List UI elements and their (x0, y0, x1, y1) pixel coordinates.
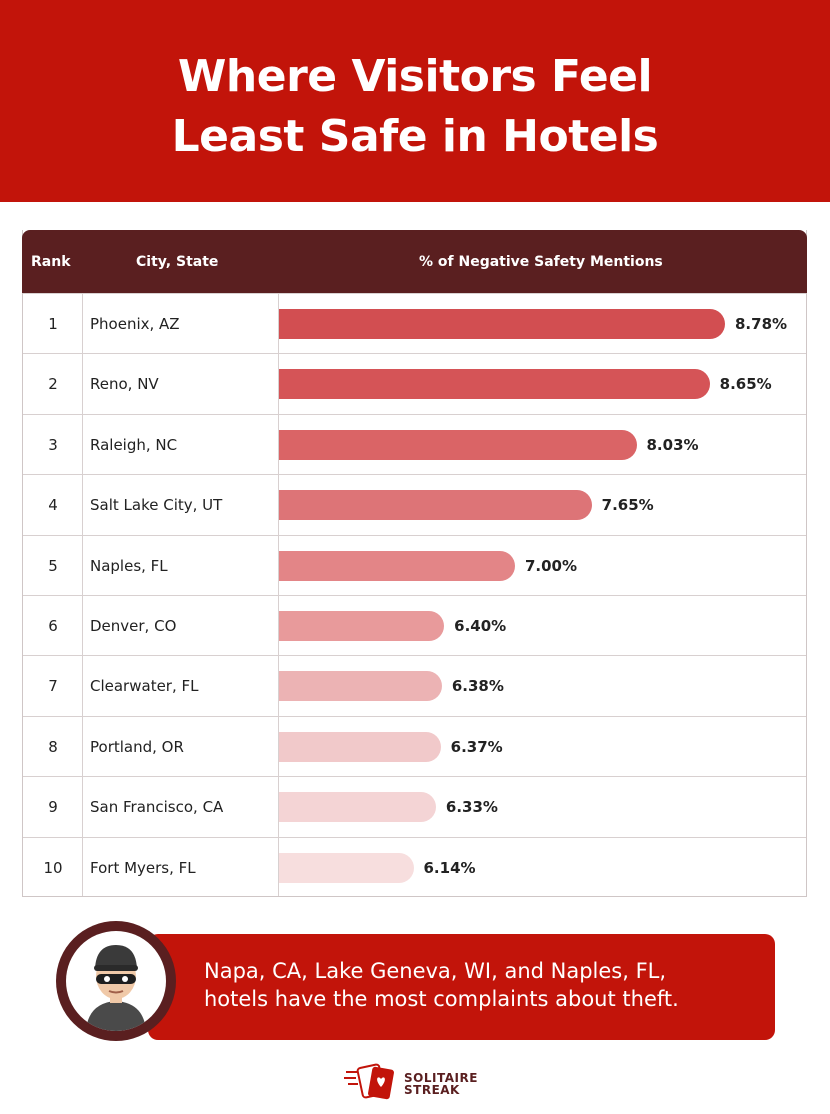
bar-mark (279, 309, 725, 339)
bar-mark (279, 429, 637, 460)
table-row: 3 Raleigh, NC 8.03% (23, 413, 806, 474)
city-cell: Clearwater, FL (90, 677, 199, 696)
column-divider-rank (82, 293, 83, 896)
city-cell: Phoenix, AZ (90, 315, 180, 333)
rank-cell: 7 (48, 677, 58, 696)
city-cell: Raleigh, NC (90, 435, 178, 454)
callout-text: Napa, CA, Lake Geneva, WI, and Naples, F… (204, 957, 764, 1013)
brand-name-line2: STREAK (404, 1083, 460, 1097)
bar-mark (279, 792, 436, 823)
bar-mark (279, 490, 592, 521)
bar-mark (279, 611, 445, 641)
bar-mark (279, 852, 414, 883)
rank-cell: 10 (43, 858, 63, 877)
bar-mark (279, 369, 710, 400)
page-title-line1: Where Visitors Feel (177, 51, 653, 102)
table-row: 9 San Francisco, CA 6.33% (23, 776, 806, 836)
rank-cell: 6 (48, 617, 58, 635)
value-label: 6.33% (445, 798, 498, 817)
city-cell: San Francisco, CA (90, 798, 224, 817)
ranking-table: Rank City, State % of Negative Safety Me… (22, 230, 807, 897)
rank-cell: 5 (48, 556, 58, 575)
city-cell: Naples, FL (90, 556, 168, 575)
header-percent: % of Negative Safety Mentions (419, 254, 663, 270)
bar-mark (279, 671, 442, 702)
city-cell: Reno, NV (90, 375, 159, 394)
value-label: 7.65% (601, 496, 654, 515)
value-label: 6.37% (450, 737, 503, 756)
rank-cell: 1 (48, 315, 58, 333)
table-row: 5 Naples, FL 7.00% (23, 534, 806, 595)
rank-cell: 3 (48, 435, 58, 454)
callout-line2: hotels have the most complaints about th… (204, 987, 679, 1011)
bar-mark (279, 731, 441, 762)
value-label: 8.78% (735, 315, 788, 333)
rank-cell: 9 (48, 798, 58, 817)
callout-box (148, 934, 775, 1040)
rank-cell: 8 (48, 737, 58, 756)
brand-name-line1: SOLITAIRE (404, 1071, 478, 1085)
city-cell: Denver, CO (90, 617, 177, 635)
burglar-icon (66, 931, 166, 1031)
column-divider-city (278, 293, 279, 896)
burglar-avatar (56, 921, 176, 1041)
city-cell: Portland, OR (90, 737, 184, 756)
city-cell: Fort Myers, FL (90, 858, 196, 877)
header-banner: Where Visitors Feel Least Safe in Hotels (0, 0, 830, 202)
city-cell: Salt Lake City, UT (90, 496, 223, 515)
table-row: 10 Fort Myers, FL 6.14% (23, 836, 806, 897)
table-header: Rank City, State % of Negative Safety Me… (22, 230, 807, 293)
header-rank: Rank (31, 254, 71, 270)
value-label: 6.38% (451, 677, 504, 696)
rank-cell: 2 (48, 375, 58, 394)
table-row: 2 Reno, NV 8.65% (23, 353, 806, 413)
table-row: 4 Salt Lake City, UT 7.65% (23, 474, 806, 534)
table-row: 7 Clearwater, FL 6.38% (23, 655, 806, 715)
page-title-line2: Least Safe in Hotels (171, 111, 659, 162)
table-row: 1 Phoenix, AZ 8.78% (23, 293, 806, 353)
callout-line1: Napa, CA, Lake Geneva, WI, and Naples, F… (204, 959, 667, 983)
brand-logo: SOLITAIRE STREAK (344, 1062, 494, 1102)
value-label: 6.14% (423, 858, 476, 877)
table-row: 8 Portland, OR 6.37% (23, 715, 806, 776)
header-city: City, State (136, 254, 219, 270)
bar-mark (279, 550, 515, 581)
value-label: 8.65% (719, 375, 772, 394)
value-label: 6.40% (454, 617, 507, 635)
table-row: 6 Denver, CO 6.40% (23, 595, 806, 655)
value-label: 7.00% (524, 556, 578, 575)
rank-cell: 4 (48, 496, 58, 515)
playing-cards-icon (344, 1063, 394, 1100)
value-label: 8.03% (646, 435, 699, 454)
